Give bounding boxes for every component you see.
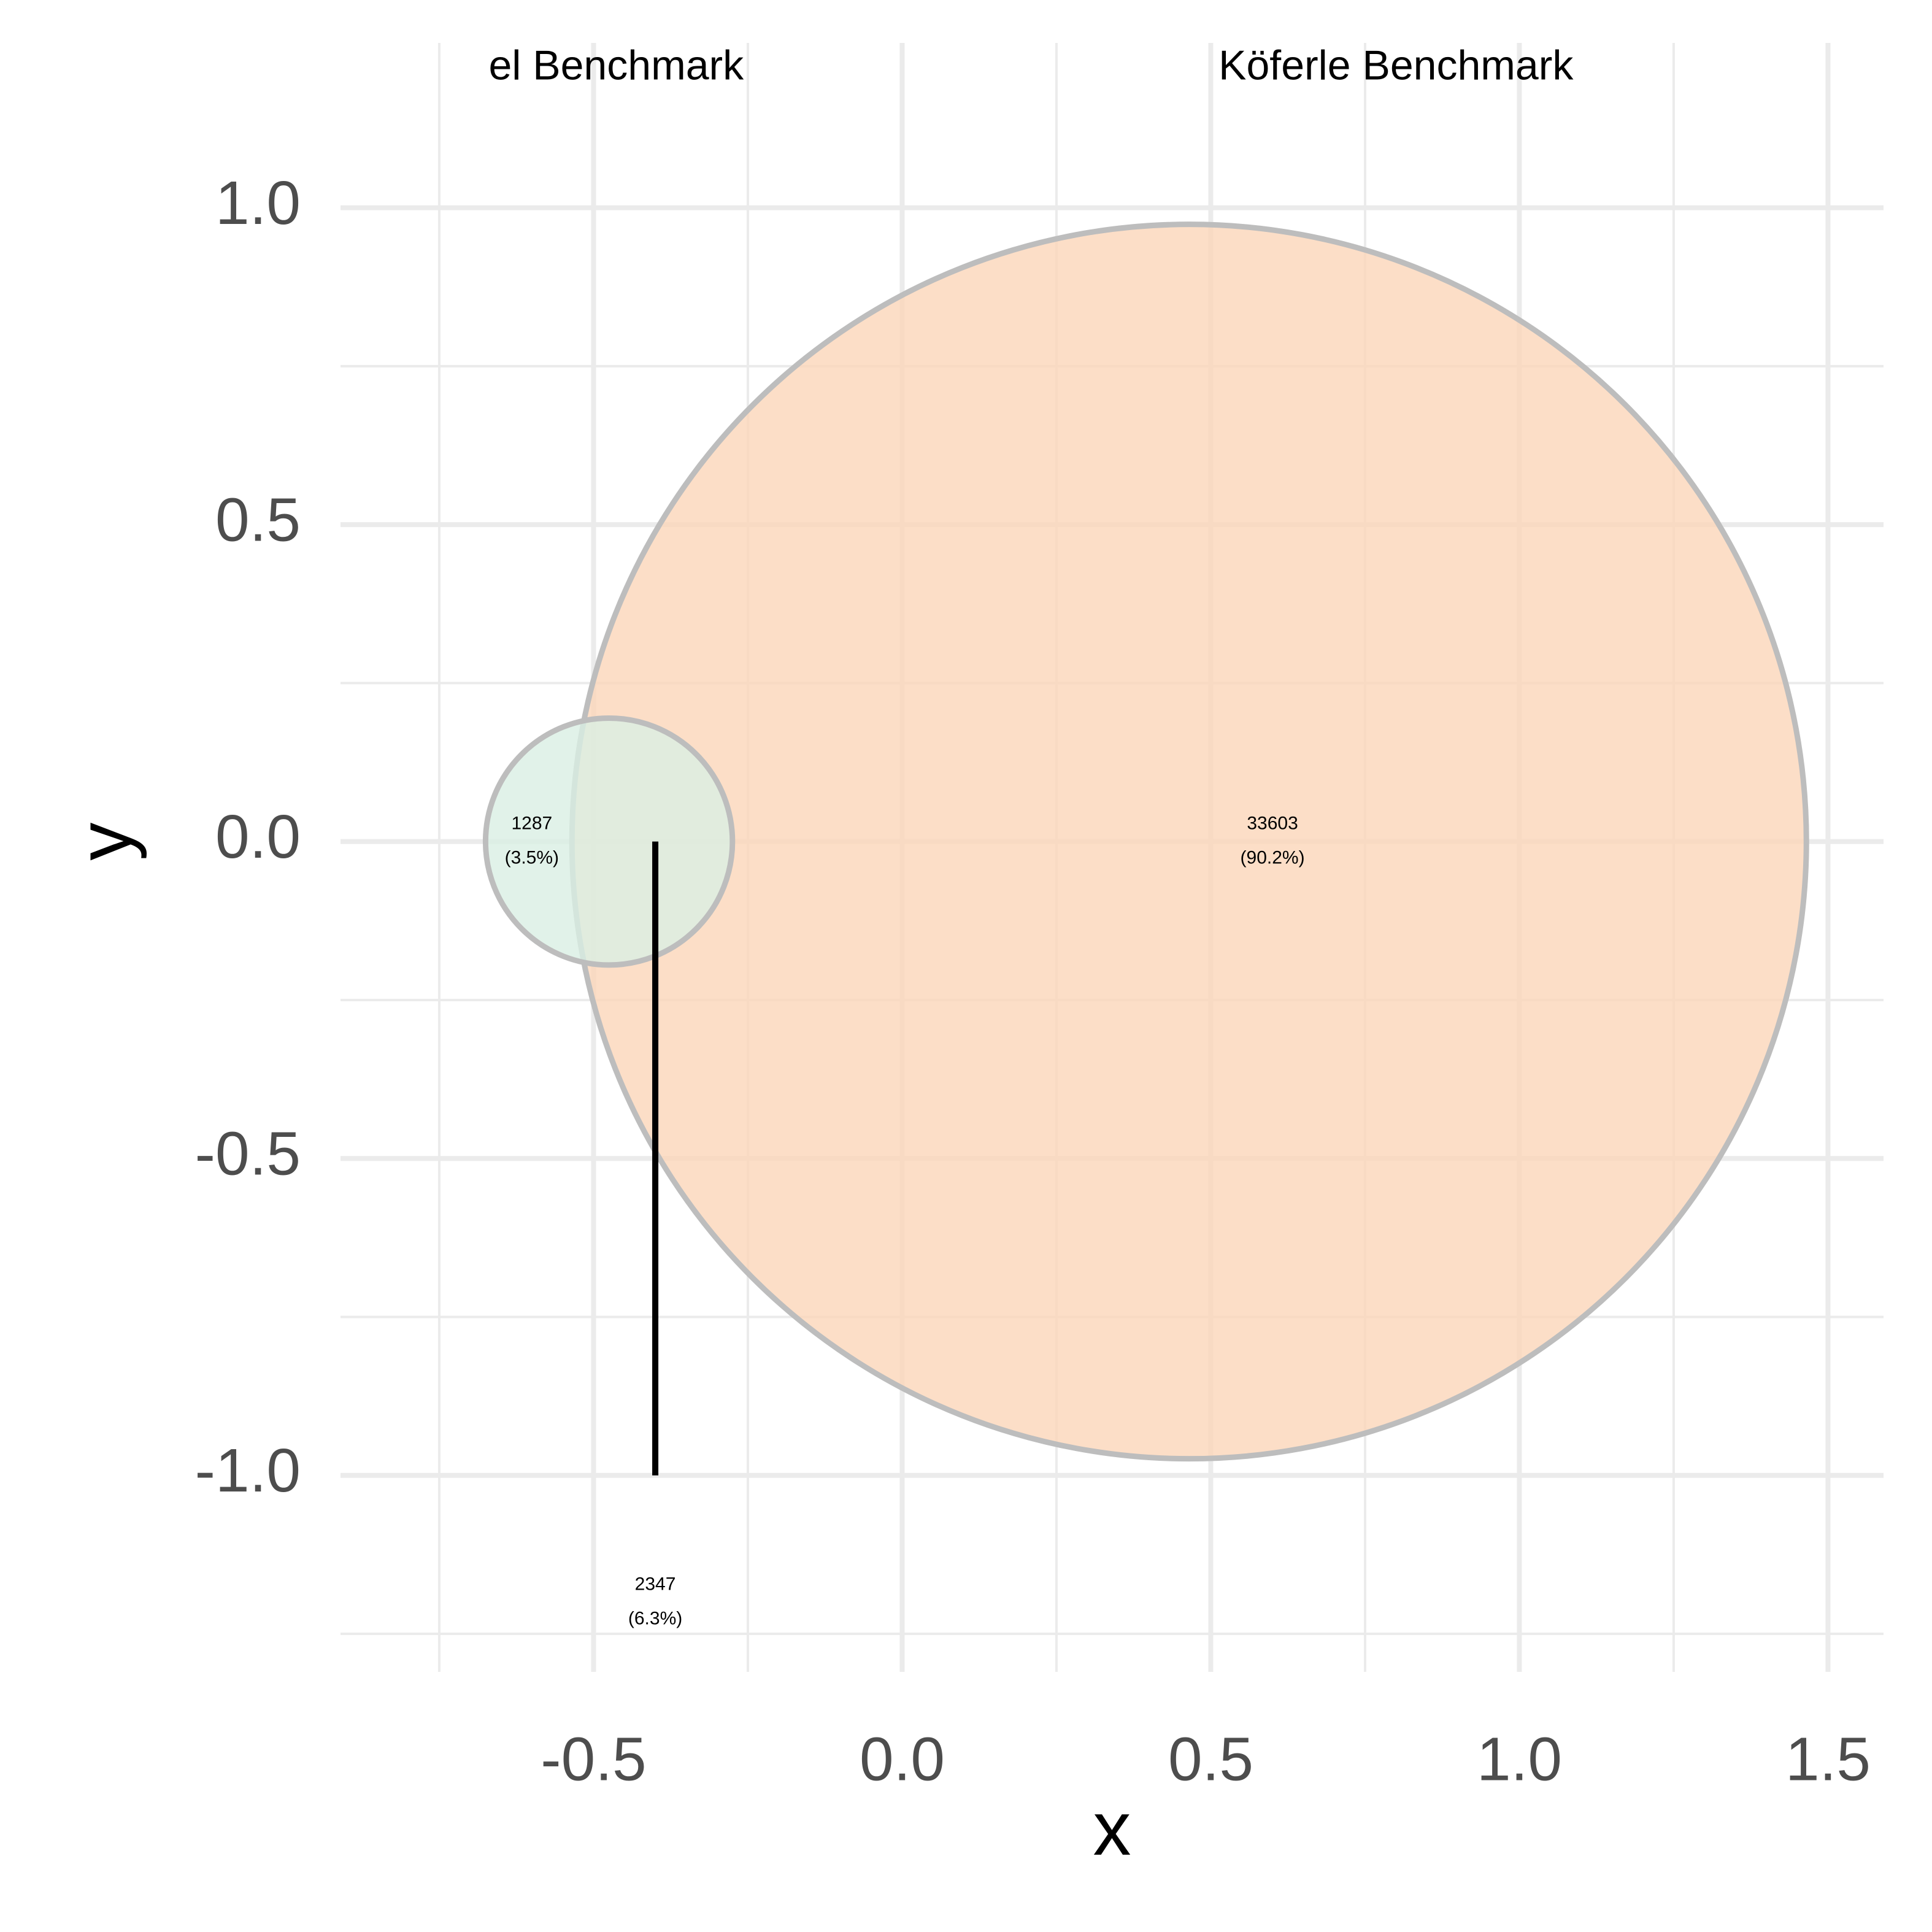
text-layer: el Benchmark Köferle Benchmark 1287 (3.5%) 3… [63,42,1871,1871]
region-percent-label: (3.5%) [505,848,559,868]
y-axis-title: y [63,823,147,861]
x-tick-label: 0.0 [860,1725,945,1793]
y-tick-label: 0.5 [215,486,301,555]
y-tick-label: -1.0 [195,1436,301,1505]
x-tick-label: 1.0 [1477,1725,1562,1793]
x-tick-label: -0.5 [541,1725,646,1793]
region-count-label: 2347 [635,1574,676,1594]
set-circle [569,221,1809,1462]
y-tick-label: 1.0 [215,169,301,237]
x-tick-label: 1.5 [1785,1725,1871,1793]
set-circle [482,715,736,968]
set-label: el Benchmark [488,42,744,88]
circle-layer [482,221,1809,1462]
region-percent-label: (6.3%) [628,1608,682,1628]
region-percent-label: (90.2%) [1241,848,1305,868]
y-tick-label: -0.5 [195,1120,301,1188]
x-tick-label: 0.5 [1168,1725,1253,1793]
y-tick-label: 0.0 [215,802,301,871]
region-count-label: 33603 [1247,814,1298,834]
set-label: Köferle Benchmark [1218,42,1574,88]
region-count-label: 1287 [511,814,552,834]
x-axis-title: x [1093,1787,1131,1871]
